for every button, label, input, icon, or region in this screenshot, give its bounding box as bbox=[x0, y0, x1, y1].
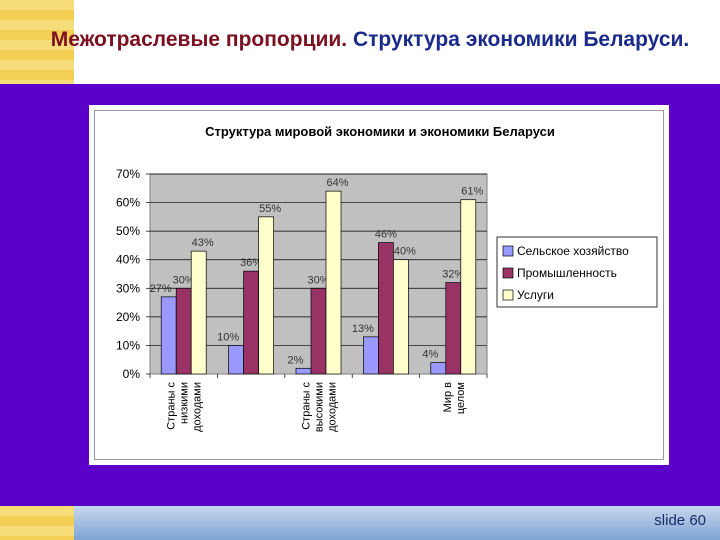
data-label: 30% bbox=[307, 274, 329, 286]
y-tick-label: 70% bbox=[116, 167, 140, 181]
bar bbox=[160, 296, 177, 375]
title-part-1: Межотраслевые пропорции. bbox=[50, 28, 348, 51]
bar bbox=[325, 190, 342, 375]
y-tick-label: 0% bbox=[123, 367, 141, 381]
slide-title: Межотраслевые пропорции. Структура эконо… bbox=[40, 26, 700, 54]
data-label: 13% bbox=[352, 323, 374, 335]
data-label: 61% bbox=[461, 186, 483, 198]
footer-stripe bbox=[0, 506, 74, 540]
bar bbox=[175, 287, 192, 375]
chart-title: Структура мировой экономики и экономики … bbox=[205, 124, 555, 139]
title-part-2: Структура экономики Беларуси. bbox=[352, 28, 690, 51]
data-label: 36% bbox=[240, 257, 262, 269]
legend-swatch bbox=[502, 289, 514, 301]
x-category-label: Страны с bbox=[166, 382, 178, 430]
data-label: 46% bbox=[375, 229, 397, 241]
y-tick-label: 60% bbox=[116, 196, 140, 210]
y-tick-label: 50% bbox=[116, 224, 140, 238]
bar bbox=[378, 242, 394, 375]
x-category-label: доходами bbox=[192, 382, 204, 432]
x-category-label: низкими bbox=[179, 382, 191, 424]
x-category-label: Мир в bbox=[442, 382, 454, 412]
data-label: 64% bbox=[326, 177, 348, 189]
bar bbox=[445, 282, 462, 375]
y-tick-label: 10% bbox=[116, 338, 140, 352]
data-label: 27% bbox=[150, 283, 172, 295]
data-label: 32% bbox=[442, 269, 464, 281]
data-label: 40% bbox=[394, 246, 416, 258]
legend bbox=[496, 236, 658, 308]
header-stripe bbox=[0, 0, 74, 84]
legend-swatch bbox=[502, 267, 514, 279]
data-label: 30% bbox=[173, 274, 195, 286]
y-tick-label: 30% bbox=[116, 281, 140, 295]
bar bbox=[243, 270, 259, 375]
x-category-label: целом bbox=[455, 382, 467, 414]
bar bbox=[393, 259, 409, 375]
data-label: 55% bbox=[259, 203, 281, 215]
legend-label: Промышленность bbox=[517, 266, 617, 280]
legend-swatch bbox=[502, 245, 514, 257]
x-category-label: высокими bbox=[314, 382, 326, 432]
bar bbox=[228, 345, 244, 375]
legend-label: Услуги bbox=[517, 288, 554, 302]
bar bbox=[460, 199, 477, 375]
bar bbox=[363, 336, 379, 375]
data-label: 43% bbox=[192, 237, 214, 249]
x-category-label: доходами bbox=[327, 382, 339, 432]
header-area bbox=[0, 0, 720, 84]
bar bbox=[190, 250, 207, 375]
x-category-label: Страны с bbox=[301, 382, 313, 430]
y-tick-label: 40% bbox=[116, 253, 140, 267]
bar bbox=[295, 367, 312, 375]
bar bbox=[258, 216, 274, 375]
data-label: 2% bbox=[288, 354, 304, 366]
bar bbox=[430, 362, 447, 375]
bar bbox=[310, 287, 327, 375]
data-label: 4% bbox=[422, 349, 438, 361]
legend-label: Сельское хозяйство bbox=[517, 244, 629, 258]
footer-bar bbox=[0, 506, 720, 540]
data-label: 10% bbox=[217, 331, 239, 343]
slide-number: slide 60 bbox=[654, 512, 706, 529]
y-tick-label: 20% bbox=[116, 310, 140, 324]
